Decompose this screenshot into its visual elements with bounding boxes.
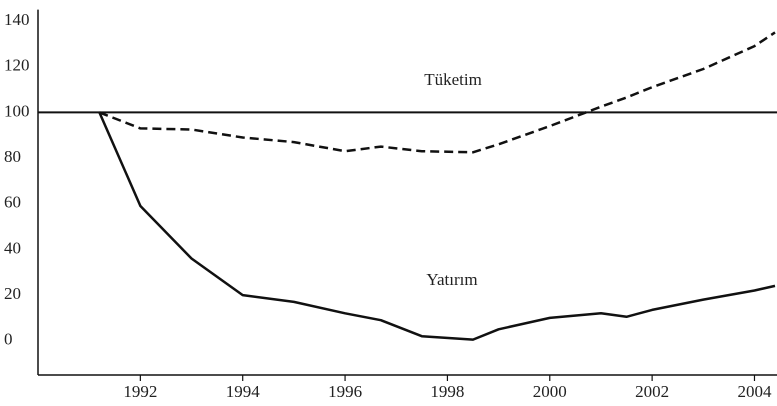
x-tick-label: 1994 (226, 382, 261, 401)
x-tick-label: 2000 (533, 382, 567, 401)
y-tick-label: 140 (4, 10, 30, 29)
x-tick-label: 1996 (328, 382, 362, 401)
y-tick-label: 20 (4, 284, 21, 303)
series-label: Yatırım (426, 270, 477, 289)
series-label: Tüketim (424, 70, 482, 89)
y-tick-label: 40 (4, 238, 21, 257)
y-tick-label: 80 (4, 147, 21, 166)
x-tick-label: 2002 (635, 382, 669, 401)
series-line (98, 31, 776, 154)
x-tick-label: 1992 (123, 382, 157, 401)
x-tick-label: 1998 (430, 382, 464, 401)
y-tick-label: 120 (4, 56, 30, 75)
y-tick-label: 100 (4, 101, 30, 120)
y-tick-label: 0 (4, 330, 13, 349)
series-line (98, 111, 776, 341)
x-tick-label: 2004 (737, 382, 772, 401)
y-tick-label: 60 (4, 193, 21, 212)
